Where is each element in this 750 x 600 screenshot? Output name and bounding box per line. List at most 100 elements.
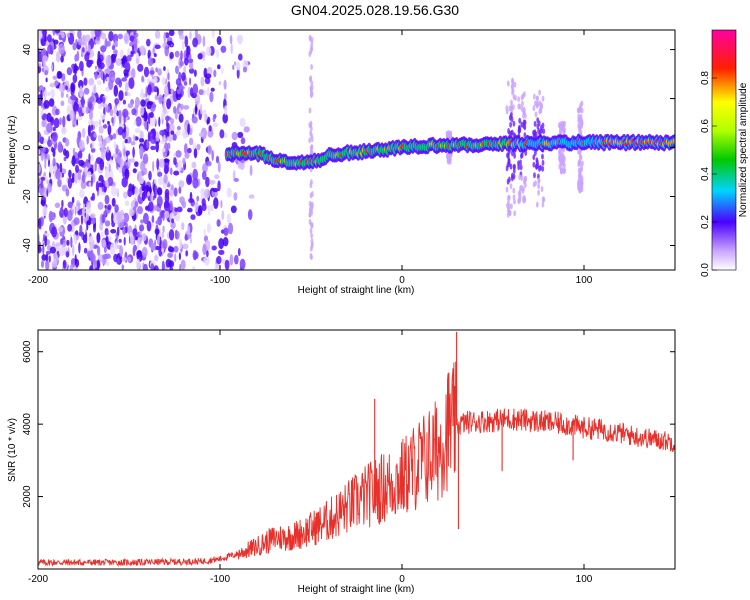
noise-speckle xyxy=(96,233,100,242)
noise-speckle xyxy=(227,222,234,235)
noise-speckle xyxy=(219,129,225,139)
spike-speckle xyxy=(520,94,524,101)
noise-speckle xyxy=(75,65,79,71)
noise-speckle xyxy=(38,85,45,93)
noise-speckle xyxy=(178,113,184,123)
noise-speckle xyxy=(214,174,220,179)
noise-speckle xyxy=(49,82,56,88)
colorbar-tick-label: 0.4 xyxy=(700,167,711,181)
noise-speckle xyxy=(210,87,215,92)
noise-speckle xyxy=(112,49,119,55)
y-tick-label: 0 xyxy=(22,144,33,150)
snr-series xyxy=(38,331,675,568)
spike-speckle xyxy=(513,210,517,217)
spike-speckle xyxy=(510,129,514,136)
noise-speckle xyxy=(60,91,64,98)
noise-speckle xyxy=(131,108,137,116)
noise-speckle xyxy=(133,37,138,49)
noise-speckle xyxy=(158,207,162,212)
noise-speckle xyxy=(158,94,164,105)
noise-speckle xyxy=(213,69,217,78)
noise-speckle xyxy=(86,220,92,226)
spike-speckle xyxy=(309,245,313,252)
noise-speckle xyxy=(220,200,223,209)
noise-speckle xyxy=(163,31,167,43)
spike-speckle xyxy=(578,106,582,113)
spectrogram-band xyxy=(224,133,675,171)
noise-speckle xyxy=(58,43,65,55)
noise-speckle xyxy=(204,188,210,199)
noise-speckle xyxy=(135,116,142,127)
noise-speckle xyxy=(74,172,78,184)
noise-speckle xyxy=(196,195,200,202)
noise-speckle xyxy=(155,140,159,153)
noise-speckle xyxy=(69,109,75,121)
noise-speckle xyxy=(164,192,170,204)
noise-speckle xyxy=(158,246,163,257)
noise-speckle xyxy=(54,80,59,87)
noise-speckle xyxy=(147,131,151,142)
noise-speckle xyxy=(104,180,109,188)
spike-speckle xyxy=(537,189,540,196)
noise-speckle xyxy=(130,141,136,146)
noise-speckle xyxy=(44,235,48,247)
noise-speckle xyxy=(110,229,117,234)
noise-speckle xyxy=(116,211,123,224)
noise-speckle xyxy=(124,91,128,96)
noise-speckle xyxy=(155,67,159,73)
noise-speckle xyxy=(143,187,148,199)
noise-speckle xyxy=(152,205,159,211)
noise-speckle xyxy=(189,238,193,244)
noise-speckle xyxy=(175,129,181,136)
noise-speckle xyxy=(41,114,48,120)
noise-speckle xyxy=(210,203,214,212)
noise-speckle xyxy=(154,44,161,49)
spike-speckle xyxy=(541,159,545,166)
noise-speckle xyxy=(71,155,76,167)
noise-speckle xyxy=(90,147,96,153)
y-tick-label: 4000 xyxy=(22,413,33,436)
noise-speckle xyxy=(63,156,67,162)
noise-speckle xyxy=(122,140,125,149)
noise-speckle xyxy=(113,114,116,124)
noise-speckle xyxy=(109,109,114,117)
noise-speckle xyxy=(223,227,229,236)
noise-speckle xyxy=(159,129,165,136)
noise-speckle xyxy=(93,120,99,127)
noise-speckle xyxy=(55,108,60,116)
noise-speckle xyxy=(209,91,214,103)
spike-speckle xyxy=(537,127,540,134)
noise-speckle xyxy=(243,126,250,133)
y-tick-label: 40 xyxy=(22,44,33,56)
noise-speckle xyxy=(191,161,197,169)
noise-speckle xyxy=(45,260,50,270)
noise-speckle xyxy=(60,55,64,63)
noise-speckle xyxy=(45,77,48,83)
noise-speckle xyxy=(156,187,163,196)
noise-speckle xyxy=(42,30,47,37)
noise-speckle xyxy=(127,188,133,198)
noise-speckle xyxy=(205,73,212,79)
noise-speckle xyxy=(161,247,165,253)
noise-speckle xyxy=(38,66,42,74)
x-tick-label: -100 xyxy=(210,275,230,286)
noise-speckle xyxy=(189,77,192,86)
noise-speckle xyxy=(178,186,182,194)
noise-speckle xyxy=(188,197,195,204)
noise-speckle xyxy=(95,181,99,192)
noise-speckle xyxy=(134,200,139,208)
noise-speckle xyxy=(98,62,105,70)
noise-speckle xyxy=(146,139,150,149)
noise-speckle xyxy=(58,226,64,233)
noise-speckle xyxy=(81,127,86,138)
noise-speckle xyxy=(124,168,130,179)
noise-speckle xyxy=(111,45,116,51)
noise-speckle xyxy=(161,76,166,86)
noise-speckle xyxy=(56,70,62,79)
noise-speckle xyxy=(198,205,203,216)
noise-speckle xyxy=(96,259,100,270)
spike-speckle xyxy=(532,154,536,161)
noise-speckle xyxy=(118,238,122,243)
noise-speckle xyxy=(116,257,120,265)
noise-speckle xyxy=(156,87,159,97)
